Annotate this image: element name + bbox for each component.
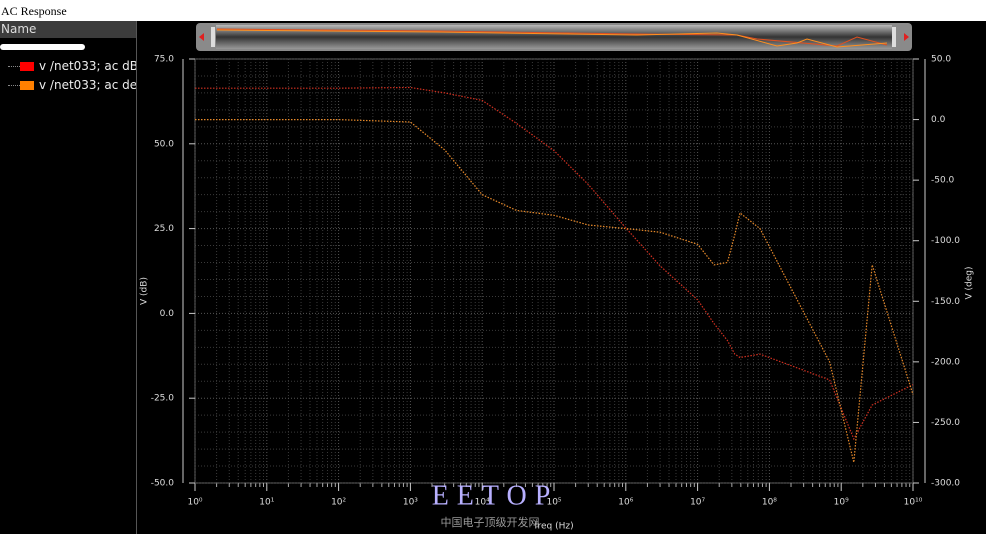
watermark-subtitle: 中国电子顶级开发网 bbox=[441, 515, 540, 529]
y2-tick-label: -50.0 bbox=[931, 176, 955, 186]
legend-swatch bbox=[20, 81, 34, 90]
overview-trace bbox=[216, 29, 888, 48]
name-header[interactable]: Name bbox=[0, 21, 136, 38]
scroll-slider[interactable] bbox=[0, 44, 85, 50]
x-tick-label: 10⁵ bbox=[546, 498, 561, 508]
x-axis-label: freq (Hz) bbox=[534, 522, 573, 532]
y-tick-label: -25.0 bbox=[151, 394, 175, 404]
overview-arrow[interactable] bbox=[904, 33, 909, 41]
plot-area: V (dB) V (deg) freq (Hz) 10⁰ 10¹ 10² 10³ 10⁴… bbox=[140, 23, 975, 532]
y-tick-label: 0.0 bbox=[160, 309, 175, 319]
legend-panel: Name v /net033; ac dB20 v /net033; ac de… bbox=[0, 21, 137, 534]
y2-tick-label: -300.0 bbox=[931, 479, 960, 489]
overview-trace bbox=[216, 28, 888, 47]
plot-frame bbox=[194, 58, 914, 484]
x-tick-label: 10¹ bbox=[259, 498, 274, 508]
y2-tick-label: 50.0 bbox=[931, 55, 951, 65]
overview-arrow[interactable] bbox=[199, 33, 204, 41]
y2-tick-label: -200.0 bbox=[931, 357, 960, 367]
window-title: AC Response bbox=[1, 4, 67, 18]
overview-handle[interactable] bbox=[211, 27, 215, 47]
legend-label: v /net033; ac dB20 bbox=[39, 59, 137, 73]
y-tick-label: 50.0 bbox=[154, 139, 174, 149]
x-tick-label: 10⁴ bbox=[475, 498, 490, 508]
y2-tick-label: -150.0 bbox=[931, 297, 960, 307]
overview-bar[interactable] bbox=[216, 25, 892, 49]
y-tick-label: 75.0 bbox=[154, 55, 174, 65]
x-tick-label: 10¹⁰ bbox=[904, 498, 923, 508]
x-tick-label: 10² bbox=[331, 498, 346, 508]
y2-tick-label: -250.0 bbox=[931, 418, 960, 428]
legend-swatch bbox=[20, 62, 34, 71]
y-axis-label: V (dB) bbox=[140, 277, 150, 305]
y-tick-label: -50.0 bbox=[151, 479, 175, 489]
y2-tick-label: -100.0 bbox=[931, 236, 960, 246]
y2-tick-label: 0.0 bbox=[931, 115, 946, 125]
legend-label: v /net033; ac deg bbox=[39, 78, 137, 92]
series-line bbox=[195, 119, 914, 463]
watermark-brand: EETOP bbox=[432, 480, 559, 511]
x-tick-label: 10⁰ bbox=[187, 498, 202, 508]
x-tick-label: 10³ bbox=[403, 498, 418, 508]
x-tick-label: 10⁶ bbox=[618, 498, 633, 508]
legend-entry[interactable]: v /net033; ac deg bbox=[8, 76, 137, 94]
x-tick-label: 10⁹ bbox=[834, 498, 849, 508]
x-tick-label: 10⁸ bbox=[762, 498, 777, 508]
legend-entry[interactable]: v /net033; ac dB20 bbox=[8, 57, 137, 75]
title-bar: AC Response bbox=[0, 0, 986, 21]
y2-axis-label: V (deg) bbox=[965, 266, 975, 299]
y-tick-label: 25.0 bbox=[154, 224, 174, 234]
x-tick-label: 10⁷ bbox=[690, 498, 705, 508]
overview-handle[interactable] bbox=[892, 27, 896, 47]
